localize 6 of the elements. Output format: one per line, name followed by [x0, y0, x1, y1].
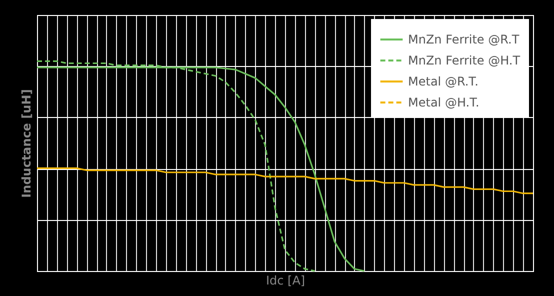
y-axis-title: Inductance [uH] [20, 89, 34, 198]
legend-label: MnZn Ferrite @R.T [408, 32, 520, 46]
legend-label: Metal @R.T. [408, 74, 478, 88]
legend-label: MnZn Ferrite @H.T [408, 54, 521, 68]
legend-label: Metal @H.T. [408, 96, 480, 110]
x-axis-title: Idc [A] [266, 274, 306, 288]
